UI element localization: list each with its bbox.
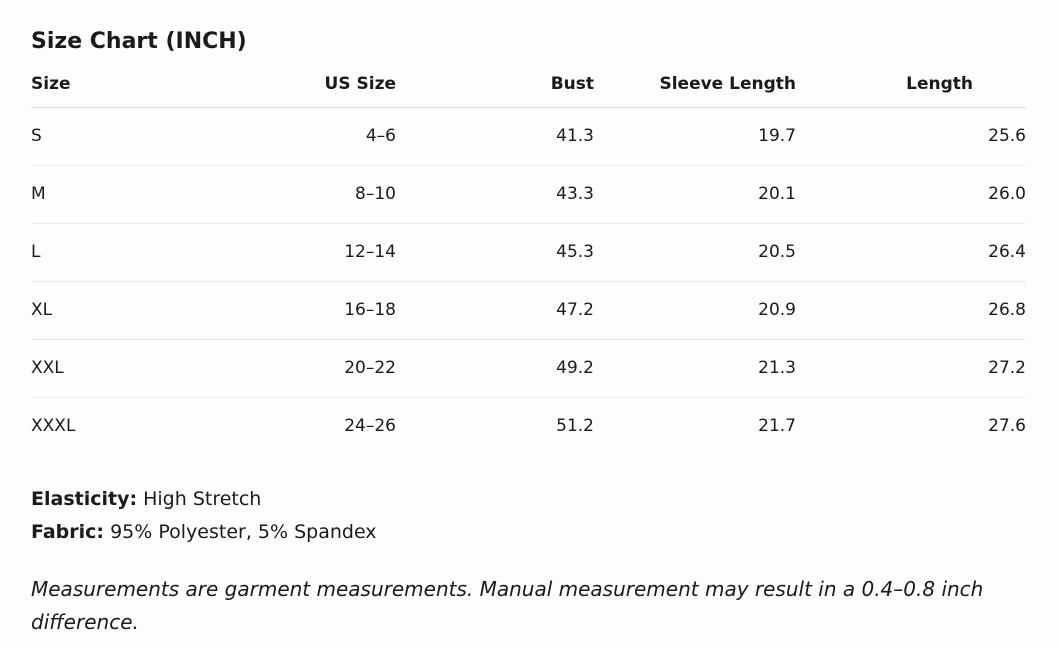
detail-line: Fabric: 95% Polyester, 5% Spandex bbox=[31, 521, 377, 543]
column-header: Bust bbox=[550, 74, 594, 94]
table-cell: 12–14 bbox=[344, 242, 396, 262]
detail-text: 95% Polyester, 5% Spandex bbox=[110, 521, 377, 543]
column-header: US Size bbox=[324, 74, 396, 94]
table-cell: 20.1 bbox=[758, 184, 796, 204]
row-rule bbox=[31, 281, 1026, 282]
column-header: Length bbox=[906, 74, 973, 94]
table-cell: 27.6 bbox=[988, 416, 1026, 436]
table-cell: 43.3 bbox=[556, 184, 594, 204]
table-cell: 26.4 bbox=[988, 242, 1026, 262]
table-cell: 25.6 bbox=[988, 126, 1026, 146]
table-cell: 26.8 bbox=[988, 300, 1026, 320]
table-cell: 4–6 bbox=[365, 126, 396, 146]
table-cell: 16–18 bbox=[344, 300, 396, 320]
column-header: Size bbox=[31, 74, 71, 94]
table-cell: M bbox=[31, 184, 46, 204]
table-cell: 8–10 bbox=[355, 184, 396, 204]
column-header: Sleeve Length bbox=[659, 74, 796, 94]
row-rule bbox=[31, 397, 1026, 398]
table-cell: S bbox=[31, 126, 42, 146]
row-rule bbox=[31, 165, 1026, 166]
table-cell: 51.2 bbox=[556, 416, 594, 436]
detail-label: Fabric: bbox=[31, 521, 105, 543]
table-cell: 45.3 bbox=[556, 242, 594, 262]
table-cell: 26.0 bbox=[988, 184, 1026, 204]
table-cell: XL bbox=[31, 300, 53, 320]
table-cell: 20.9 bbox=[758, 300, 796, 320]
table-cell: 21.3 bbox=[758, 358, 796, 378]
row-rule bbox=[31, 223, 1026, 224]
row-rule bbox=[31, 339, 1026, 340]
detail-line: Elasticity: High Stretch bbox=[31, 488, 261, 510]
table-cell: 20.5 bbox=[758, 242, 796, 262]
table-cell: 27.2 bbox=[988, 358, 1026, 378]
note: Measurements are garment measurements. M… bbox=[31, 577, 984, 634]
table-cell: XXL bbox=[31, 358, 64, 378]
table-cell: XXXL bbox=[31, 416, 76, 436]
table-cell: 21.7 bbox=[758, 416, 796, 436]
table-cell: L bbox=[31, 242, 41, 262]
table-cell: 49.2 bbox=[556, 358, 594, 378]
table-cell: 24–26 bbox=[344, 416, 396, 436]
header-rule bbox=[31, 107, 1026, 108]
table-cell: 20–22 bbox=[344, 358, 396, 378]
title: Size Chart (INCH) bbox=[31, 29, 247, 54]
detail-text: High Stretch bbox=[143, 488, 262, 510]
table-cell: 47.2 bbox=[556, 300, 594, 320]
table-cell: 19.7 bbox=[758, 126, 796, 146]
detail-label: Elasticity: bbox=[31, 488, 138, 510]
table-cell: 41.3 bbox=[556, 126, 594, 146]
